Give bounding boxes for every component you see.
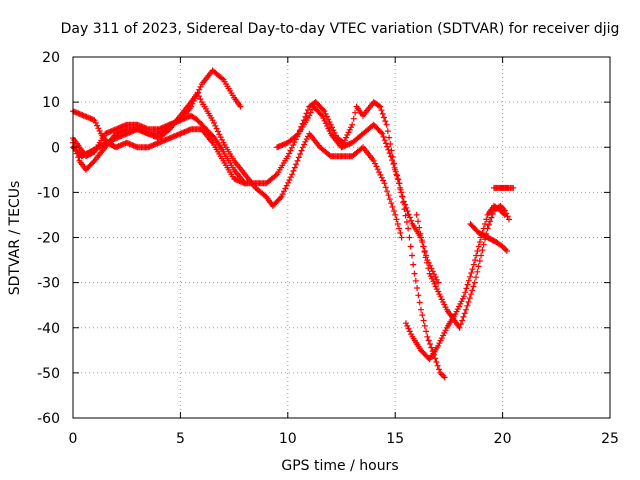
chart-title: Day 311 of 2023, Sidereal Day-to-day VTE… (61, 21, 620, 37)
x-tick-label: 5 (176, 431, 185, 447)
series-track-9 (491, 184, 517, 191)
series-track-8 (467, 221, 510, 254)
y-tick-label: -50 (37, 366, 60, 382)
x-tick-label: 20 (494, 431, 512, 447)
x-tick-label: 15 (386, 431, 404, 447)
series-track-6 (402, 202, 508, 363)
y-tick-label: -40 (37, 321, 60, 337)
x-tick-label: 10 (279, 431, 297, 447)
y-tick-label: -30 (37, 276, 60, 292)
point-markers (467, 221, 510, 254)
point-markers (491, 184, 517, 191)
y-tick-label: -20 (37, 231, 60, 247)
point-markers (402, 202, 508, 363)
y-tick-label: -10 (37, 185, 60, 201)
y-tick-label: 20 (42, 50, 60, 66)
x-axis-label: GPS time / hours (281, 458, 398, 474)
y-tick-label: 0 (51, 140, 60, 156)
point-markers (274, 99, 442, 286)
series-track-7 (413, 202, 512, 331)
x-axis-ticks: 0 5 10 15 20 25 (69, 57, 619, 447)
x-tick-label: 25 (601, 431, 619, 447)
y-tick-label: 10 (42, 95, 60, 111)
x-tick-label: 0 (69, 431, 78, 447)
y-axis-ticks: 20 10 0 -10 -20 -30 -40 -50 -60 (37, 50, 610, 427)
grid-lines (73, 57, 610, 418)
series-track-5 (274, 99, 442, 286)
y-tick-label: -60 (37, 411, 60, 427)
y-axis-label: SDTVAR / TECUs (7, 181, 23, 296)
data-points (70, 67, 517, 381)
point-markers (413, 202, 512, 331)
